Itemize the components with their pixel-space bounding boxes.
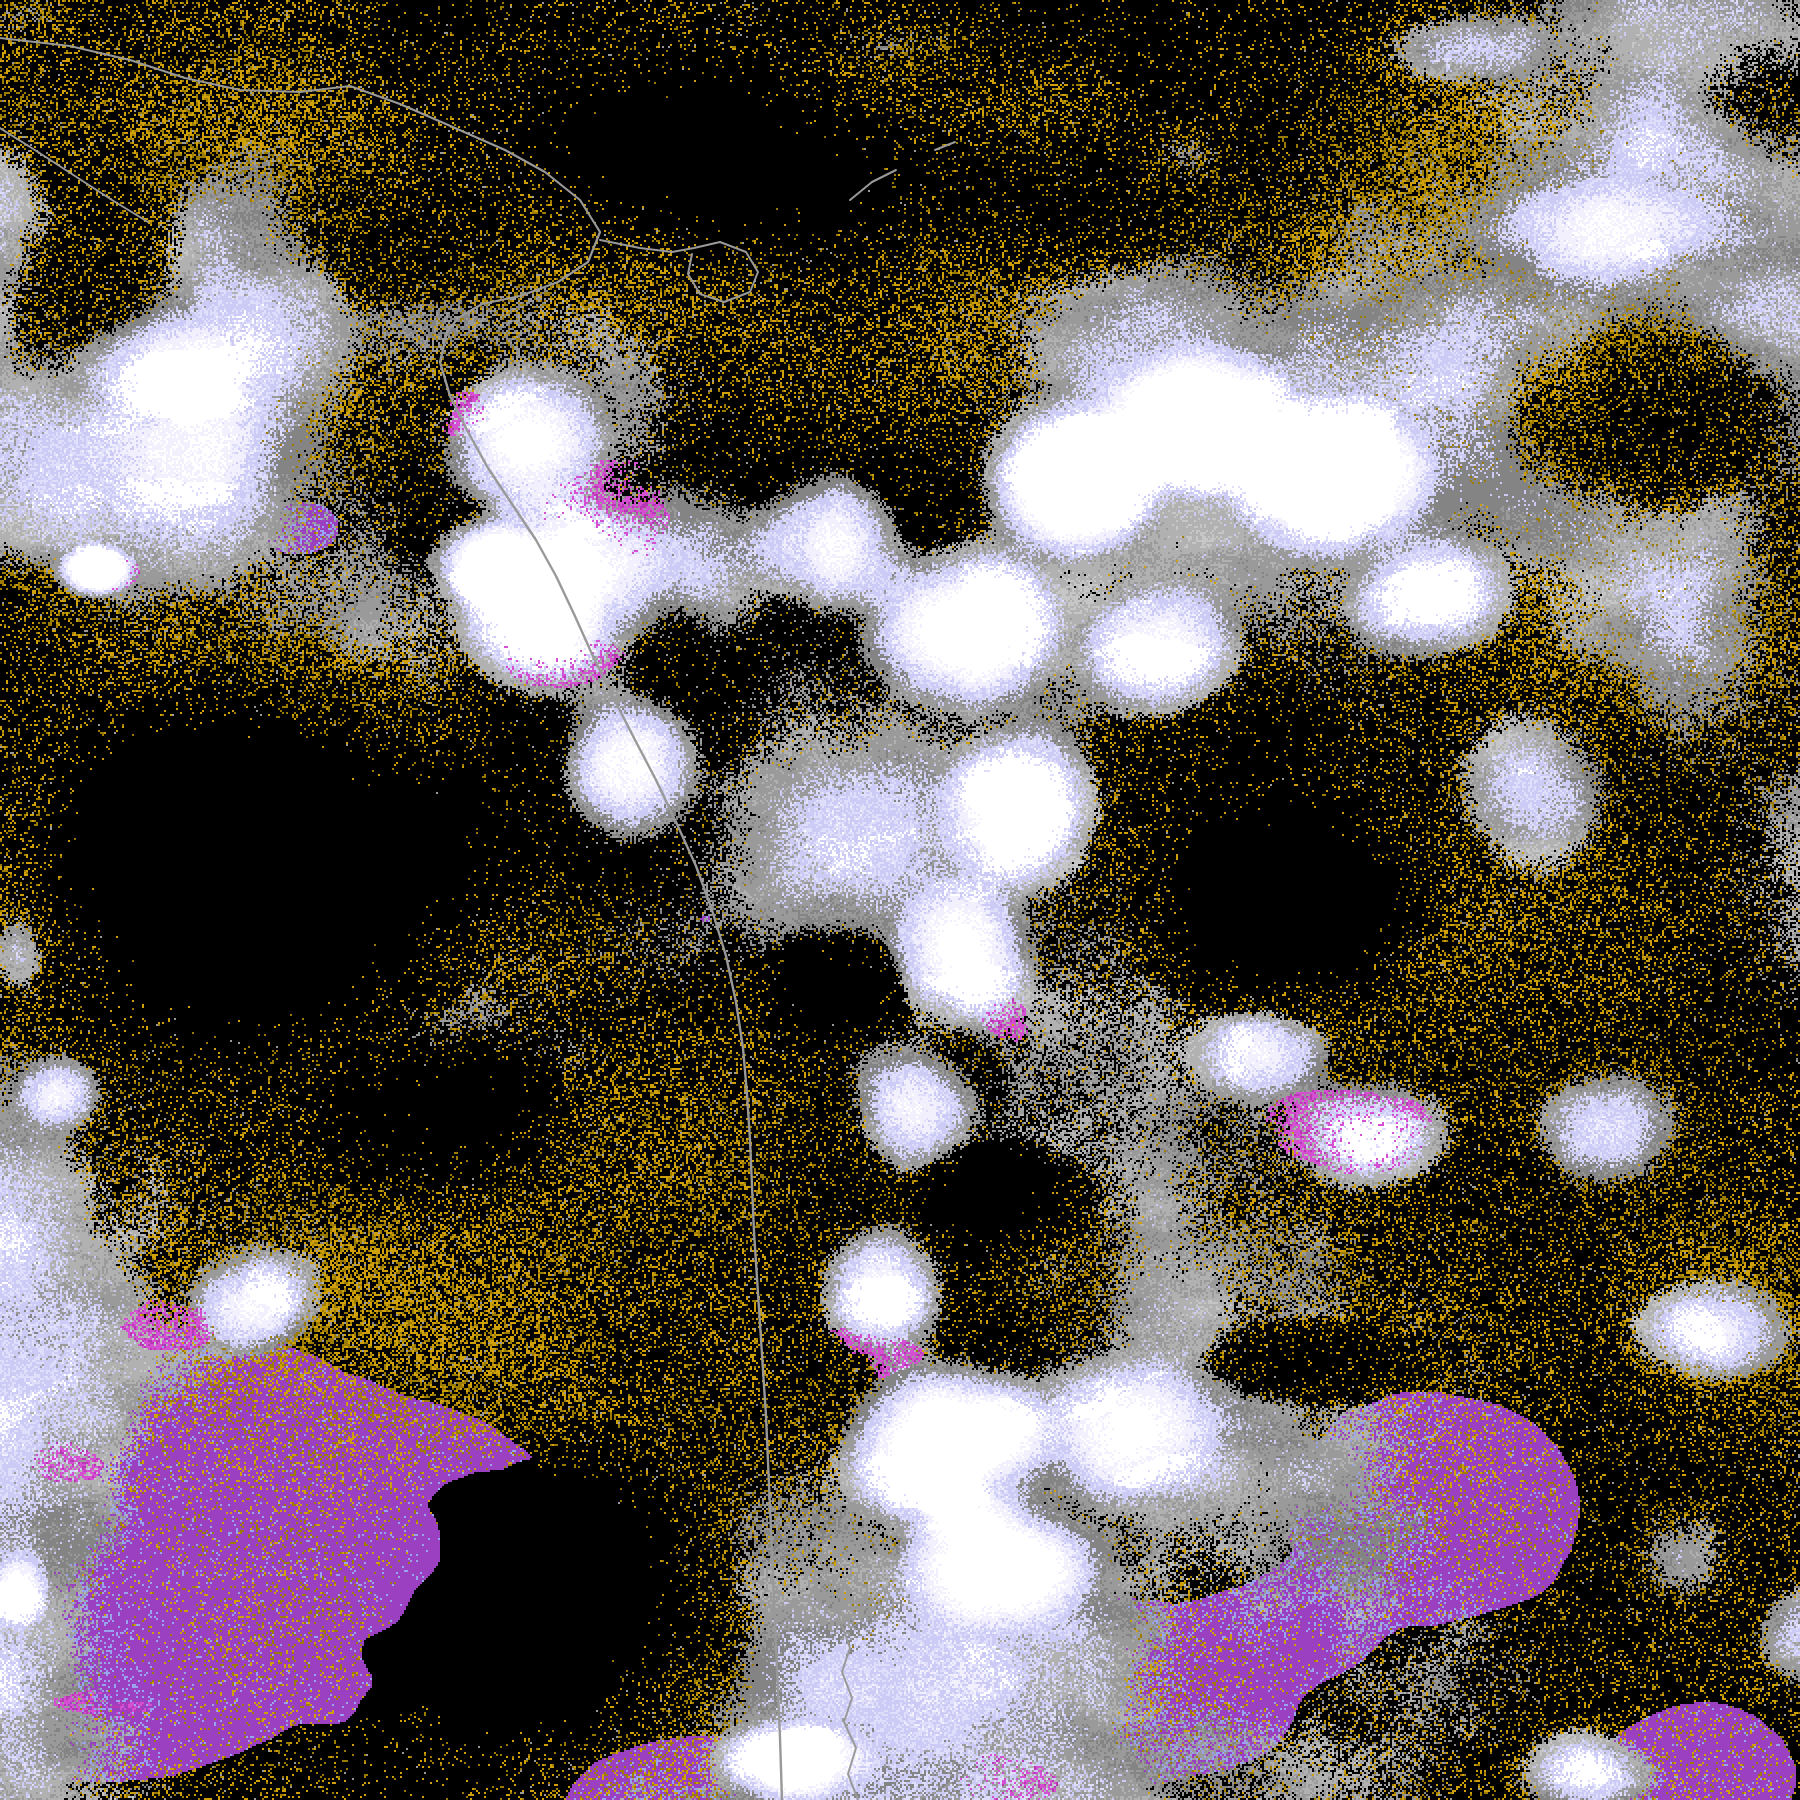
satellite-image-viewport xyxy=(0,0,1800,1800)
weather-satellite-canvas xyxy=(0,0,1800,1800)
